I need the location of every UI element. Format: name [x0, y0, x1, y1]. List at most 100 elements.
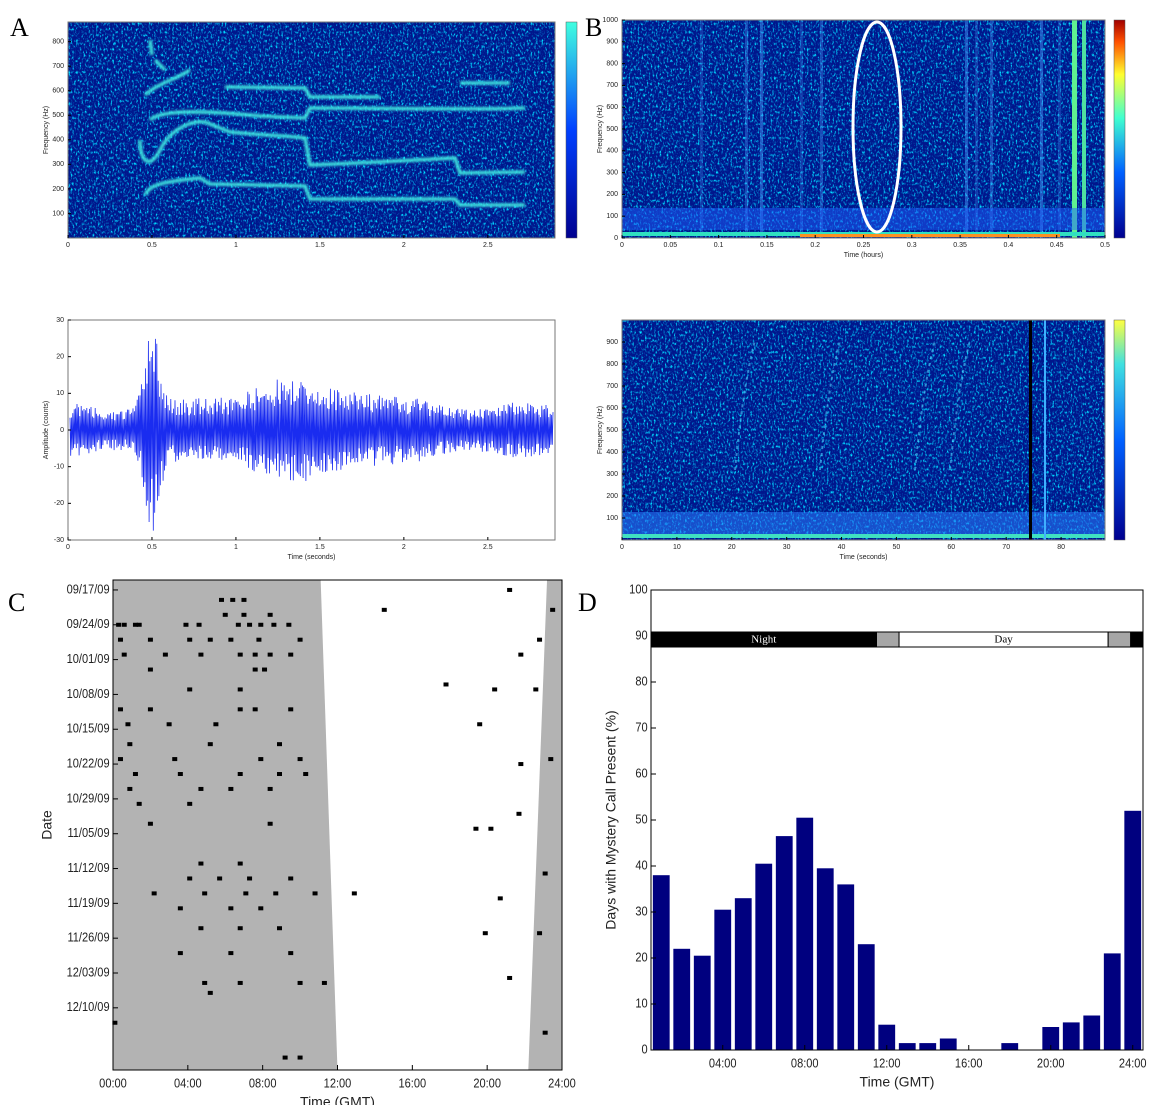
- y-tick-label: 12/10/09: [67, 999, 110, 1014]
- detection: [207, 637, 213, 642]
- detection: [297, 757, 303, 762]
- detection: [537, 931, 543, 936]
- y-tick-label: 11/05/09: [67, 825, 109, 840]
- y-tick-label: 0: [614, 235, 618, 242]
- y-tick-label: 100: [606, 213, 618, 220]
- detection: [267, 612, 273, 617]
- y-tick-label: 500: [606, 427, 618, 434]
- y-tick-label: 11/19/09: [67, 895, 109, 910]
- y-tick-label: 10/08/09: [67, 686, 110, 701]
- x-tick-label: 2.5: [483, 544, 493, 551]
- detection: [127, 742, 133, 747]
- y-tick-label: 500: [606, 126, 618, 133]
- waveform-trace: [69, 338, 554, 531]
- spectrogram-noise: [68, 22, 555, 238]
- detection: [202, 891, 208, 896]
- y-tick-label: 20: [635, 950, 648, 965]
- detection: [482, 931, 488, 936]
- y-tick-label: 800: [606, 361, 618, 368]
- detection: [267, 786, 273, 791]
- detection: [237, 772, 243, 777]
- y-tick-label: 50: [635, 812, 648, 827]
- detection: [121, 652, 127, 657]
- y-axis-label: Days with Mystery Call Present (%): [603, 710, 619, 929]
- plot-frame: [67, 21, 556, 239]
- band-label: Night: [751, 634, 776, 646]
- x-tick-label: 0.5: [147, 544, 157, 551]
- x-tick-label: 30: [783, 544, 791, 551]
- streak: [1040, 20, 1043, 238]
- bar: [837, 884, 855, 1050]
- detection: [518, 652, 524, 657]
- detection: [297, 637, 303, 642]
- detection: [351, 891, 357, 896]
- detection: [548, 757, 554, 762]
- harmonic: [143, 68, 510, 99]
- detection: [288, 876, 294, 881]
- bar: [755, 863, 773, 1050]
- bar: [796, 817, 814, 1050]
- y-axis-label: Frequency (Hz): [597, 105, 604, 153]
- detection: [256, 637, 262, 642]
- x-tick-label: 12:00: [873, 1056, 901, 1071]
- x-tick-label: 70: [1002, 544, 1010, 551]
- x-axis-label: Time (hours): [844, 252, 883, 259]
- y-tick-label: 700: [606, 383, 618, 390]
- call-trace: [819, 339, 841, 471]
- detection: [277, 742, 283, 747]
- detection: [267, 652, 273, 657]
- detection: [271, 622, 277, 627]
- y-tick-label: 400: [52, 137, 64, 144]
- y-tick-label: 300: [606, 169, 618, 176]
- detection: [172, 757, 178, 762]
- x-tick-label: 60: [947, 544, 955, 551]
- x-tick-label: 0: [66, 242, 70, 249]
- detection: [237, 707, 243, 712]
- panel-label: B: [585, 13, 602, 42]
- x-tick-label: 10: [673, 544, 681, 551]
- y-tick-label: 11/26/09: [67, 930, 109, 945]
- detection: [125, 722, 131, 727]
- detection: [136, 622, 142, 627]
- bar: [1083, 1015, 1101, 1050]
- harmonic: [138, 120, 526, 175]
- detection: [228, 951, 234, 956]
- y-tick-label: -30: [54, 537, 64, 544]
- bar: [1042, 1027, 1060, 1050]
- x-tick-label: 16:00: [955, 1056, 983, 1071]
- bar: [1103, 953, 1121, 1050]
- detection: [252, 667, 258, 672]
- x-tick-label: 0: [620, 544, 624, 551]
- bar: [673, 948, 691, 1050]
- x-tick-label: 0.1: [714, 242, 724, 249]
- detection: [228, 786, 234, 791]
- y-tick-label: 09/24/09: [67, 616, 110, 631]
- bar: [919, 1043, 937, 1050]
- x-tick-label: 0.2: [810, 242, 820, 249]
- streak: [820, 20, 823, 238]
- detection: [217, 876, 223, 881]
- detection: [381, 607, 387, 612]
- detection: [177, 951, 183, 956]
- y-axis-label: Frequency (Hz): [597, 406, 604, 454]
- bar: [878, 1024, 896, 1050]
- detection: [550, 607, 556, 612]
- band-label: Day: [994, 634, 1013, 646]
- detection: [198, 786, 204, 791]
- streak: [965, 20, 968, 238]
- bar: [816, 868, 834, 1050]
- y-tick-label: 60: [635, 766, 648, 781]
- y-tick-label: 10: [635, 996, 648, 1011]
- call-trace: [734, 339, 756, 471]
- detection: [507, 587, 513, 592]
- day-night-band: [876, 631, 900, 648]
- streak: [745, 20, 748, 238]
- detection: [219, 597, 225, 602]
- streak: [1072, 20, 1077, 238]
- y-tick-label: 0: [60, 427, 64, 434]
- x-tick-label: 0.3: [907, 242, 917, 249]
- plot-bg: [651, 590, 1143, 1050]
- y-axis-label: Amplitude (counts): [43, 401, 50, 459]
- y-tick-label: 12/03/09: [67, 965, 110, 980]
